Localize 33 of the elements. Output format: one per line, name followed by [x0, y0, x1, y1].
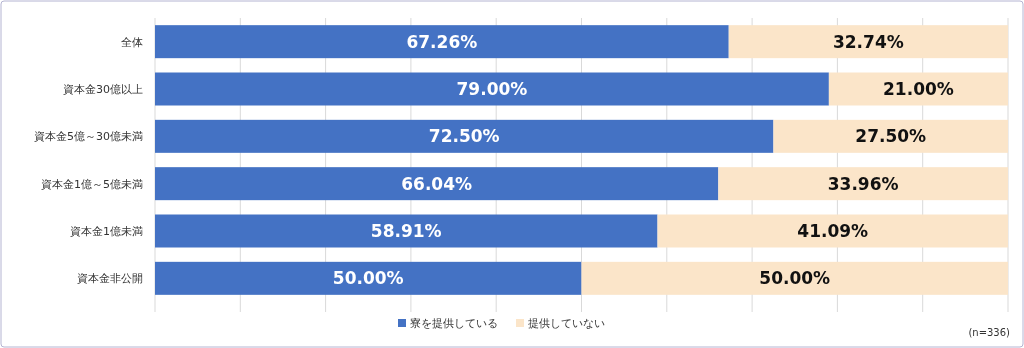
text: (n=336) [968, 327, 1011, 338]
data-label: 33.96% [827, 173, 899, 194]
data-label: 27.50% [855, 126, 927, 147]
bar [773, 119, 1008, 153]
bar [155, 167, 719, 201]
bar [657, 214, 1008, 248]
bar [581, 261, 1008, 295]
bar [155, 261, 582, 295]
bar [828, 72, 1008, 106]
y-tick-label: 資本金非公開 [77, 272, 143, 286]
data-label: 50.00% [759, 268, 831, 289]
bar [155, 119, 774, 153]
y-tick-label: 全体 [121, 35, 143, 49]
bar [155, 25, 729, 59]
y-tick-label: 資本金1億～5億未満 [41, 177, 143, 191]
data-label: 72.50% [428, 126, 500, 147]
y-tick-label: 資本金5億～30億未満 [34, 130, 143, 144]
data-label: 21.00% [883, 79, 954, 99]
data-label: 79.00% [456, 79, 528, 99]
bar [718, 167, 1008, 201]
bar [155, 72, 829, 106]
data-label: 50.00% [332, 268, 404, 289]
y-tick-label: 資本金1億未満 [70, 225, 143, 238]
legend-label: 提供していない [528, 317, 605, 330]
y-tick-label: 資本金30億以上 [63, 83, 143, 96]
data-label: 66.04% [401, 173, 473, 194]
bar [155, 214, 658, 248]
data-label: 32.74% [832, 31, 904, 52]
legend-label: 寮を提供している [410, 317, 498, 330]
data-label: 41.09% [797, 221, 869, 241]
data-label: 67.26% [406, 31, 478, 52]
bar [728, 25, 1008, 59]
data-label: 58.91% [370, 221, 442, 241]
